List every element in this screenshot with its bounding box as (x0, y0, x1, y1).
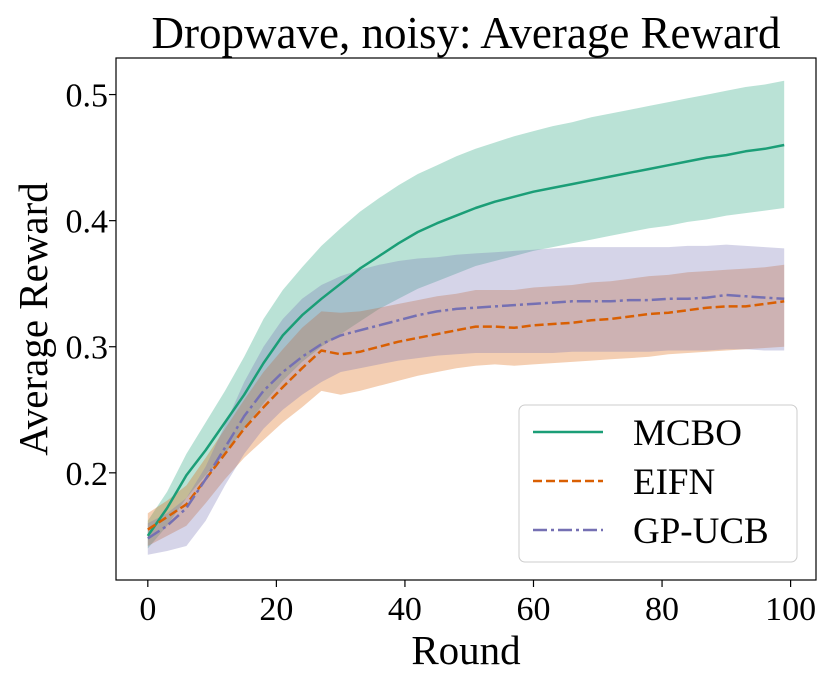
mean-lines (146, 143, 785, 540)
legend-box (518, 404, 798, 563)
chart-title: Dropwave, noisy: Average Reward (152, 8, 781, 58)
x-tick-label: 0 (139, 591, 156, 628)
eifn-legend-label: EIFN (633, 462, 715, 503)
y-tick-label: 0.5 (66, 78, 109, 115)
eifn-band (147, 264, 785, 546)
confidence-bands (147, 80, 785, 555)
x-axis-label: Round (411, 627, 520, 673)
mcbo-line (146, 143, 785, 537)
x-tick-label: 20 (259, 591, 293, 628)
y-tick-label: 0.3 (66, 330, 109, 367)
x-tick-label: 40 (388, 591, 422, 628)
gp-ucb-line (147, 293, 785, 540)
eifn-line (147, 300, 785, 531)
x-tick-label: 100 (765, 591, 816, 628)
legend: MCBO EIFN GP-UCB (518, 404, 798, 563)
y-tick-label: 0.2 (66, 456, 109, 493)
y-tick-label: 0.4 (66, 204, 109, 241)
y-axis-label: Average Reward (10, 182, 56, 456)
mcbo-legend-label: MCBO (633, 413, 742, 454)
gp-ucb-legend-label: GP-UCB (633, 511, 769, 552)
x-tick-label: 80 (645, 591, 679, 628)
plot-frame (115, 57, 817, 581)
x-tick-label: 60 (516, 591, 550, 628)
gp-ucb-band (147, 244, 785, 555)
axes: 0 20 40 60 80 100 0.2 0.3 0.4 0.5 (66, 57, 817, 628)
mcbo-band (147, 80, 785, 549)
